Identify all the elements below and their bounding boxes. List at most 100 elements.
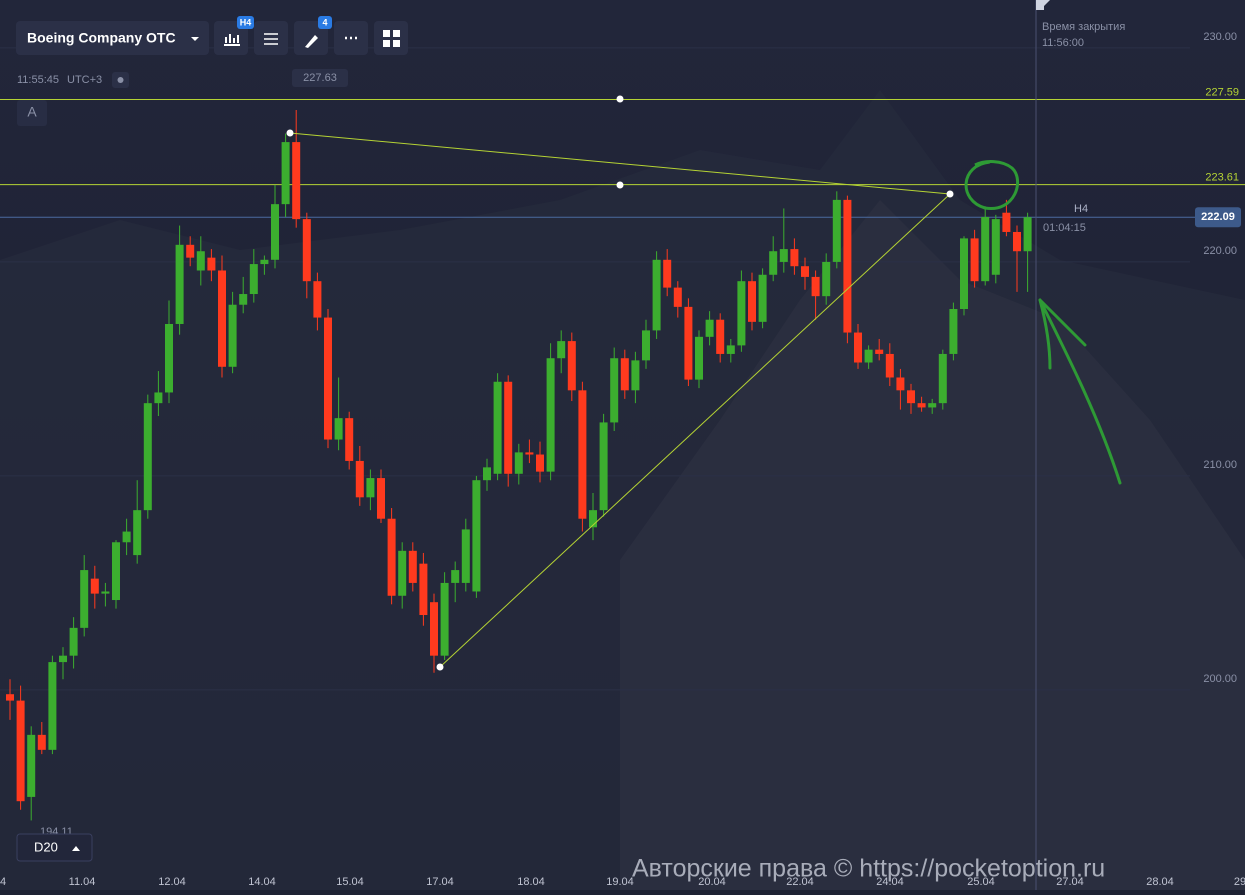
candle-body xyxy=(483,467,491,481)
candle-body xyxy=(48,662,57,750)
settings-button[interactable] xyxy=(254,21,288,55)
x-tick-label: 11.04 xyxy=(69,876,96,888)
candle-body xyxy=(16,700,25,802)
candle-body xyxy=(885,353,894,378)
candle-body xyxy=(822,261,831,297)
handle[interactable] xyxy=(616,181,624,189)
candle-body xyxy=(112,542,120,601)
x-tick-label: 19.04 xyxy=(606,876,634,888)
candle-body xyxy=(175,244,184,324)
candle-body xyxy=(536,454,544,472)
badge xyxy=(318,16,332,29)
candle-body xyxy=(228,304,237,367)
candle-body xyxy=(652,259,661,331)
flag xyxy=(1036,0,1050,10)
candle-body xyxy=(440,582,449,656)
y-tick-label: 220.00 xyxy=(1203,245,1237,257)
drawn-arrow xyxy=(1038,298,1122,485)
candle-body xyxy=(779,249,788,262)
candle-body xyxy=(186,244,195,258)
asset-selector[interactable] xyxy=(16,21,209,55)
candle-body xyxy=(366,478,375,498)
handle[interactable] xyxy=(436,663,444,671)
candle-body xyxy=(239,294,248,305)
candle-body xyxy=(896,377,905,391)
y-tick-label: 200.00 xyxy=(1203,673,1237,685)
candle-body xyxy=(387,518,396,596)
candle-body xyxy=(663,259,672,288)
x-tick-label: 25.04 xyxy=(967,876,995,888)
candle-body xyxy=(991,219,1000,275)
handle[interactable] xyxy=(946,190,954,198)
trendline xyxy=(439,193,951,668)
handle[interactable] xyxy=(616,95,624,103)
candle-body xyxy=(504,381,513,474)
candle-body xyxy=(599,422,608,511)
candle-body xyxy=(133,510,142,556)
icon xyxy=(305,35,318,48)
candle-body xyxy=(970,238,979,282)
caret xyxy=(191,37,199,41)
hover-price: 227.63 xyxy=(303,72,337,84)
candle-body xyxy=(355,460,364,498)
x-tick-label: 12.04 xyxy=(158,876,186,888)
candle-body xyxy=(631,360,640,391)
candle-body xyxy=(165,323,173,393)
x-tick-label: 15.04 xyxy=(336,876,364,888)
candle-body xyxy=(154,392,163,404)
candle-body xyxy=(801,266,809,277)
candle-body xyxy=(377,478,385,519)
zoom-button[interactable] xyxy=(16,833,93,862)
icon xyxy=(117,77,124,83)
candle-body xyxy=(218,270,226,367)
candle-body xyxy=(557,341,566,359)
level-label: 227.59 xyxy=(1205,86,1239,98)
candle-body xyxy=(525,452,534,455)
drawings-badge: 4 xyxy=(322,17,327,27)
badge xyxy=(237,16,254,29)
candle-body xyxy=(6,694,14,701)
x-tick-label: 18.04 xyxy=(517,876,545,888)
handle[interactable] xyxy=(286,129,294,137)
candle-body xyxy=(716,319,725,354)
candle-body xyxy=(726,345,735,354)
candle-body xyxy=(917,403,926,408)
drawings-button[interactable] xyxy=(294,21,328,55)
x-tick-label: 28.04 xyxy=(1146,876,1174,888)
icon xyxy=(264,33,278,45)
candle-body xyxy=(90,578,99,594)
layout-button[interactable] xyxy=(374,21,408,55)
candle-body xyxy=(610,358,619,423)
timer: 01:04:15 xyxy=(1043,222,1086,234)
candle-body xyxy=(1013,231,1021,252)
candle-body xyxy=(143,403,152,511)
level-label: 223.61 xyxy=(1205,172,1239,184)
candle-body xyxy=(642,330,650,361)
candle-body xyxy=(345,418,354,461)
candle-body xyxy=(578,390,587,519)
candle-body xyxy=(949,309,958,354)
candle-body xyxy=(981,216,990,282)
x-tick-label: 29 xyxy=(1234,876,1245,888)
candle-body xyxy=(334,418,343,440)
asset-name: Boeing Company OTC xyxy=(27,30,176,46)
candle-body xyxy=(260,259,269,265)
candle-body xyxy=(324,317,332,440)
candle-body xyxy=(472,480,481,592)
candle-body xyxy=(938,353,947,404)
candle-body xyxy=(854,332,862,363)
candle-body xyxy=(196,251,205,271)
candle-body xyxy=(1002,212,1011,232)
candle-body xyxy=(748,281,756,322)
hover-price-box xyxy=(292,69,348,87)
x-tick-label: 24.04 xyxy=(876,876,904,888)
current-price: 222.09 xyxy=(1201,211,1235,223)
a-button[interactable] xyxy=(17,100,47,126)
candle-body xyxy=(790,249,799,267)
candle-body xyxy=(695,336,703,380)
candle-body xyxy=(1023,217,1032,252)
candle-body xyxy=(461,529,470,583)
candle-body xyxy=(769,251,778,275)
candle-body xyxy=(430,602,438,656)
